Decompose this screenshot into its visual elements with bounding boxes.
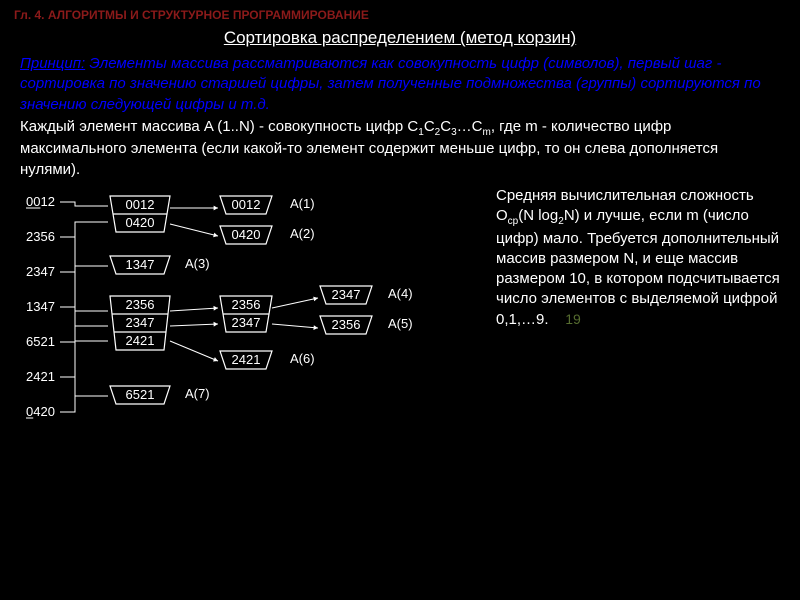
svg-text:2347: 2347 bbox=[126, 315, 155, 330]
bucket-sort-diagram: 0012 2356 2347 1347 6521 2421 0420 0012 0420 1347… bbox=[20, 186, 490, 476]
principle-text: Элементы массива рассматриваются как сов… bbox=[20, 55, 761, 113]
principle-label: Принцип: bbox=[20, 55, 85, 72]
svg-text:6521: 6521 bbox=[26, 334, 55, 349]
svg-text:2347: 2347 bbox=[232, 315, 261, 330]
slide-title: Сортировка распределением (метод корзин) bbox=[0, 28, 800, 48]
svg-text:2356: 2356 bbox=[232, 297, 261, 312]
svg-text:0420: 0420 bbox=[232, 227, 261, 242]
svg-text:2421: 2421 bbox=[26, 369, 55, 384]
svg-text:0012: 0012 bbox=[232, 197, 261, 212]
svg-text:A(7): A(7) bbox=[185, 386, 210, 401]
description-block: Каждый элемент массива A (1..N) - совоку… bbox=[20, 117, 780, 180]
svg-text:A(1): A(1) bbox=[290, 196, 315, 211]
chapter-heading: Гл. 4. АЛГОРИТМЫ И СТРУКТУРНОЕ ПРОГРАММИ… bbox=[0, 0, 800, 26]
svg-text:A(5): A(5) bbox=[388, 316, 413, 331]
svg-text:2356: 2356 bbox=[126, 297, 155, 312]
svg-text:1347: 1347 bbox=[26, 299, 55, 314]
page-number: 19 bbox=[565, 311, 581, 327]
principle-block: Принцип: Элементы массива рассматриваютс… bbox=[20, 54, 780, 115]
desc-before: Каждый элемент массива A (1..N) - совоку… bbox=[20, 118, 418, 135]
complexity-text: Средняя вычислительная сложность Oср(N l… bbox=[490, 186, 780, 476]
svg-text:2356: 2356 bbox=[26, 229, 55, 244]
svg-text:2347: 2347 bbox=[26, 264, 55, 279]
svg-text:0012: 0012 bbox=[126, 197, 155, 212]
svg-text:6521: 6521 bbox=[126, 387, 155, 402]
svg-text:2421: 2421 bbox=[232, 352, 261, 367]
svg-text:A(2): A(2) bbox=[290, 226, 315, 241]
svg-text:0420: 0420 bbox=[26, 404, 55, 419]
svg-text:1347: 1347 bbox=[126, 257, 155, 272]
svg-text:2421: 2421 bbox=[126, 333, 155, 348]
svg-text:0420: 0420 bbox=[126, 215, 155, 230]
svg-text:2356: 2356 bbox=[332, 317, 361, 332]
svg-text:2347: 2347 bbox=[332, 287, 361, 302]
svg-text:0012: 0012 bbox=[26, 194, 55, 209]
svg-text:A(6): A(6) bbox=[290, 351, 315, 366]
svg-text:A(3): A(3) bbox=[185, 256, 210, 271]
svg-text:A(4): A(4) bbox=[388, 286, 413, 301]
